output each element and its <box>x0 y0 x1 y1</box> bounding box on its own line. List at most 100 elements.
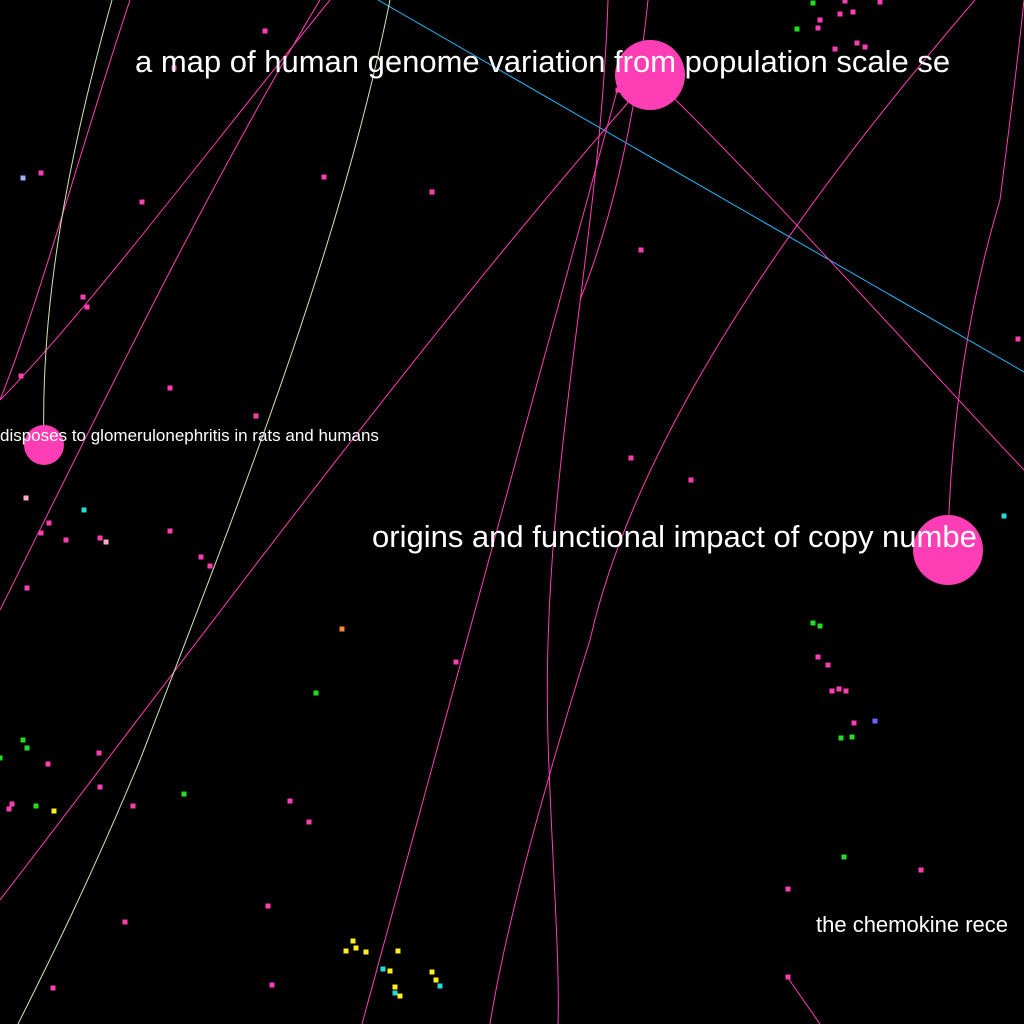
graph-node-glomerulonephritis[interactable] <box>24 425 64 465</box>
graph-node-small[interactable] <box>9 801 15 807</box>
graph-node-small[interactable] <box>429 189 435 195</box>
graph-node-small[interactable] <box>872 718 878 724</box>
graph-node-small[interactable] <box>350 938 356 944</box>
graph-edge <box>489 0 976 1024</box>
graph-node-small[interactable] <box>24 585 30 591</box>
graph-node-small[interactable] <box>825 662 831 668</box>
graph-node-small[interactable] <box>392 984 398 990</box>
graph-node-small[interactable] <box>392 990 398 996</box>
graph-node-small[interactable] <box>306 819 312 825</box>
graph-node-small[interactable] <box>363 949 369 955</box>
graph-node-small[interactable] <box>918 867 924 873</box>
graph-node-small[interactable] <box>38 170 44 176</box>
graph-edge <box>579 0 649 301</box>
graph-node-small[interactable] <box>397 993 403 999</box>
graph-node-small[interactable] <box>638 247 644 253</box>
graph-node-small[interactable] <box>829 688 835 694</box>
graph-node-small[interactable] <box>380 966 386 972</box>
graph-node-small[interactable] <box>785 974 791 980</box>
graph-node-small[interactable] <box>50 985 56 991</box>
graph-node-small[interactable] <box>395 948 401 954</box>
graph-node-small[interactable] <box>850 9 856 15</box>
graph-node-small[interactable] <box>33 803 39 809</box>
graph-node-small[interactable] <box>815 654 821 660</box>
graph-node-small[interactable] <box>63 537 69 543</box>
graph-node-small[interactable] <box>321 174 327 180</box>
graph-node-small[interactable] <box>80 294 86 300</box>
graph-node-small[interactable] <box>841 854 847 860</box>
graph-node-small[interactable] <box>171 65 177 71</box>
graph-node-small[interactable] <box>6 806 12 812</box>
graph-node-small[interactable] <box>167 385 173 391</box>
graph-node-small[interactable] <box>51 808 57 814</box>
graph-node-small[interactable] <box>1001 513 1007 519</box>
graph-node-small[interactable] <box>45 761 51 767</box>
graph-node-small[interactable] <box>353 945 359 951</box>
graph-node-small[interactable] <box>810 620 816 626</box>
graph-node-small[interactable] <box>339 626 345 632</box>
graph-node-small[interactable] <box>84 304 90 310</box>
node-label-chemokine-receptor: the chemokine rece <box>816 912 1008 937</box>
graph-node-small[interactable] <box>343 948 349 954</box>
graph-node-small[interactable] <box>97 535 103 541</box>
graph-edge <box>0 97 633 901</box>
graph-node-small[interactable] <box>207 563 213 569</box>
graph-node-small[interactable] <box>287 798 293 804</box>
graph-node-small[interactable] <box>817 623 823 629</box>
graph-node-small[interactable] <box>81 507 87 513</box>
graph-node-small[interactable] <box>122 919 128 925</box>
graph-node-small[interactable] <box>103 539 109 545</box>
graph-node-small[interactable] <box>97 784 103 790</box>
graph-node-small[interactable] <box>1015 336 1021 342</box>
graph-node-small[interactable] <box>139 199 145 205</box>
graph-node-small[interactable] <box>0 755 3 761</box>
graph-node-small[interactable] <box>837 11 843 17</box>
graph-node-small[interactable] <box>838 735 844 741</box>
graph-node-small[interactable] <box>313 690 319 696</box>
graph-node-small[interactable] <box>843 688 849 694</box>
graph-node-small[interactable] <box>836 686 842 692</box>
graph-node-genome-variation-map[interactable] <box>615 40 685 110</box>
graph-node-small[interactable] <box>262 28 268 34</box>
graph-node-small[interactable] <box>18 373 24 379</box>
graph-node-small[interactable] <box>817 17 823 23</box>
graph-node-small[interactable] <box>23 495 29 501</box>
graph-node-small[interactable] <box>842 0 848 4</box>
graph-node-small[interactable] <box>96 750 102 756</box>
graph-node-small[interactable] <box>453 659 459 665</box>
graph-node-small[interactable] <box>269 982 275 988</box>
graph-node-small[interactable] <box>130 803 136 809</box>
highlight-node-layer <box>24 40 983 585</box>
graph-node-small[interactable] <box>20 737 26 743</box>
graph-node-small[interactable] <box>877 0 883 5</box>
graph-node-small[interactable] <box>167 528 173 534</box>
graph-node-copy-number-origins[interactable] <box>913 515 983 585</box>
graph-node-small[interactable] <box>253 413 259 419</box>
graph-edge <box>787 977 821 1024</box>
graph-edge <box>649 74 1024 471</box>
graph-node-small[interactable] <box>849 734 855 740</box>
graph-node-small[interactable] <box>198 554 204 560</box>
graph-node-small[interactable] <box>387 968 393 974</box>
graph-node-small[interactable] <box>832 46 838 52</box>
graph-node-small[interactable] <box>794 26 800 32</box>
graph-node-small[interactable] <box>851 720 857 726</box>
graph-node-small[interactable] <box>181 791 187 797</box>
graph-node-small[interactable] <box>46 520 52 526</box>
graph-node-small[interactable] <box>20 175 26 181</box>
graph-node-small[interactable] <box>433 977 439 983</box>
graph-node-small[interactable] <box>628 455 634 461</box>
graph-node-small[interactable] <box>688 477 694 483</box>
graph-node-small[interactable] <box>429 969 435 975</box>
graph-node-small[interactable] <box>815 25 821 31</box>
graph-node-small[interactable] <box>810 0 816 6</box>
graph-node-small[interactable] <box>265 903 271 909</box>
graph-node-small[interactable] <box>24 745 30 751</box>
graph-node-small[interactable] <box>862 44 868 50</box>
graph-node-small[interactable] <box>785 886 791 892</box>
graph-node-small[interactable] <box>437 983 443 989</box>
graph-node-small[interactable] <box>615 87 621 93</box>
graph-node-small[interactable] <box>854 40 860 46</box>
graph-node-small[interactable] <box>38 530 44 536</box>
